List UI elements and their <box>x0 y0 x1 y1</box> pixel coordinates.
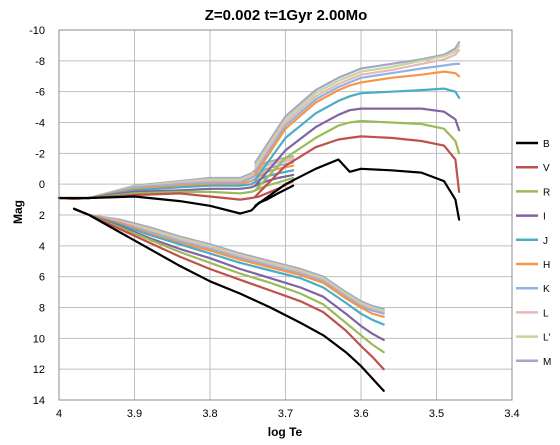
series-line-lower-branch <box>73 207 385 392</box>
series-line-giant-branch <box>254 119 461 192</box>
y-tick-label: -6 <box>35 87 45 99</box>
x-tick-label: 3.9 <box>127 408 142 420</box>
series-line-lower-branch <box>73 207 385 371</box>
y-tick-label: 12 <box>33 364 45 376</box>
series-line-lower-branch <box>73 207 385 311</box>
series-B-group <box>57 158 461 392</box>
legend-label: H <box>543 260 550 271</box>
series-line-giant-branch <box>254 41 461 164</box>
legend-label: J <box>543 236 548 247</box>
x-tick-label: 3.8 <box>202 408 217 420</box>
series-line-upper-branch <box>57 184 295 215</box>
y-tick-label: 8 <box>39 303 45 315</box>
legend-label: L' <box>543 333 551 344</box>
x-tick-label: 3.6 <box>353 408 368 420</box>
y-tick-label: -2 <box>35 148 45 160</box>
series-line-giant-branch <box>254 158 461 221</box>
x-tick-label: 3.5 <box>429 408 444 420</box>
legend-label: V <box>543 163 550 174</box>
legend-label: K <box>543 284 550 295</box>
legend-label: L <box>543 308 549 319</box>
series-line-lower-branch <box>73 207 385 314</box>
series-line-lower-branch <box>73 207 385 341</box>
axis-layer: 4 3.9 3.8 3.7 3.6 3.5 3.4 -10 -8 -6 -4 -2 0 2 4 6 8 10 12 1… <box>29 25 520 420</box>
y-tick-label: -4 <box>35 118 45 130</box>
x-tick-label: 3.4 <box>504 408 519 420</box>
y-tick-label: 2 <box>39 210 45 222</box>
x-tick-label: 3.7 <box>278 408 293 420</box>
y-tick-label: -10 <box>29 25 45 37</box>
series-line-giant-branch <box>254 87 461 181</box>
legend-label: R <box>543 187 550 198</box>
y-tick-label: -8 <box>35 56 45 68</box>
series-line-giant-branch <box>254 107 461 187</box>
y-tick-label: 10 <box>33 333 45 345</box>
series-line-giant-branch <box>254 48 461 170</box>
legend-label: B <box>543 139 550 150</box>
legend-label: I <box>543 212 546 223</box>
legend-label: M <box>543 357 551 368</box>
x-tick-label: 4 <box>56 408 62 420</box>
x-axis-title: log Te <box>268 425 303 439</box>
series-line-lower-branch <box>73 207 385 318</box>
series-line-giant-branch <box>254 62 461 173</box>
series-line-giant-branch <box>254 70 461 176</box>
y-tick-label: 14 <box>33 395 45 407</box>
series-line-giant-branch <box>254 44 461 167</box>
series-line-giant-branch <box>254 135 461 198</box>
y-tick-label: 0 <box>39 179 45 191</box>
series-layer <box>57 41 461 392</box>
y-tick-label: 4 <box>39 241 45 253</box>
y-axis-title: Mag <box>11 200 25 224</box>
series-line-lower-branch <box>73 207 385 354</box>
legend: B V R I J H K L L' M <box>516 139 551 368</box>
plot-area-border <box>58 29 513 401</box>
chart-title: Z=0.002 t=1Gyr 2.00Mo <box>205 7 368 24</box>
y-tick-label: 6 <box>39 272 45 284</box>
series-line-lower-branch <box>73 207 385 326</box>
